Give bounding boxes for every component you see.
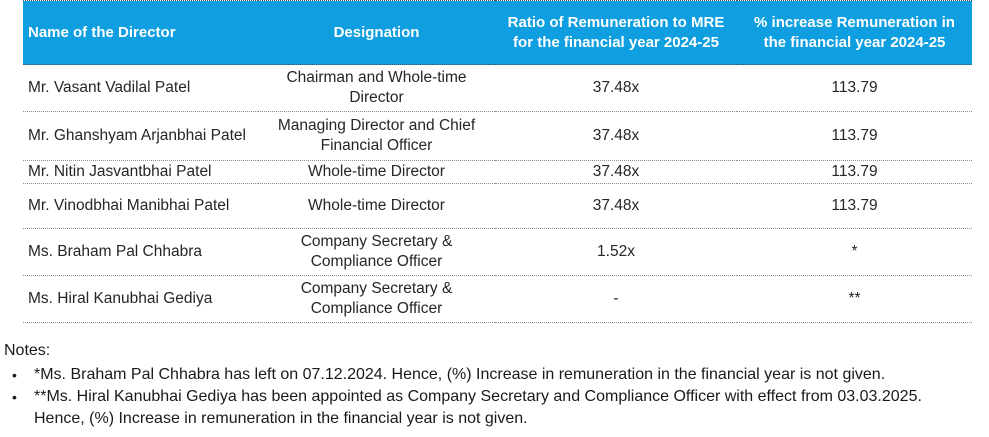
cell-ratio: 37.48x xyxy=(495,111,737,161)
cell-director-name: Mr. Ghanshyam Arjanbhai Patel xyxy=(23,111,258,161)
cell-director-name: Mr. Vinodbhai Manibhai Patel xyxy=(23,183,258,230)
column-header-designation: Designation xyxy=(258,0,495,65)
notes-heading: Notes: xyxy=(4,342,51,360)
cell-designation: Managing Director and Chief Financial Of… xyxy=(258,111,495,161)
cell-increase: ** xyxy=(737,275,972,324)
column-header-name: Name of the Director xyxy=(23,0,258,65)
cell-designation: Chairman and Whole-time Director xyxy=(258,64,495,112)
cell-increase: 113.79 xyxy=(737,183,972,230)
cell-designation: Whole-time Director xyxy=(258,183,495,230)
cell-ratio: 37.48x xyxy=(495,183,737,230)
note-text: *Ms. Braham Pal Chhabra has left on 07.1… xyxy=(34,366,886,384)
table-row: Mr. Nitin Jasvantbhai Patel Whole-time D… xyxy=(23,160,972,185)
cell-designation: Whole-time Director xyxy=(258,160,495,185)
note-text: **Ms. Hiral Kanubhai Gediya has been app… xyxy=(34,388,922,428)
table-row: Mr. Vinodbhai Manibhai Patel Whole-time … xyxy=(23,183,972,230)
notes-section: Notes: • *Ms. Braham Pal Chhabra has lef… xyxy=(4,340,989,430)
column-header-increase: % increase Remuneration in the financial… xyxy=(737,0,972,65)
cell-increase: 113.79 xyxy=(737,111,972,161)
table-header-row: Name of the Director Designation Ratio o… xyxy=(23,0,972,65)
cell-director-name: Ms. Hiral Kanubhai Gediya xyxy=(23,275,258,324)
cell-ratio: - xyxy=(495,275,737,324)
cell-ratio: 1.52x xyxy=(495,228,737,277)
cell-increase: 113.79 xyxy=(737,64,972,112)
cell-increase: 113.79 xyxy=(737,160,972,185)
cell-director-name: Mr. Vasant Vadilal Patel xyxy=(23,64,258,112)
table-row: Mr. Vasant Vadilal Patel Chairman and Wh… xyxy=(23,64,972,112)
table-row: Mr. Ghanshyam Arjanbhai Patel Managing D… xyxy=(23,111,972,161)
cell-ratio: 37.48x xyxy=(495,64,737,112)
table-row: Ms. Braham Pal Chhabra Company Secretary… xyxy=(23,228,972,277)
bullet-icon: • xyxy=(12,367,17,384)
column-header-ratio: Ratio of Remuneration to MRE for the fin… xyxy=(495,0,737,65)
cell-designation: Company Secretary & Compliance Officer xyxy=(258,275,495,324)
cell-increase: * xyxy=(737,228,972,277)
cell-ratio: 37.48x xyxy=(495,160,737,185)
note-item: • **Ms. Hiral Kanubhai Gediya has been a… xyxy=(4,386,979,430)
cell-designation: Company Secretary & Compliance Officer xyxy=(258,228,495,277)
bullet-icon: • xyxy=(12,389,17,406)
remuneration-table: Name of the Director Designation Ratio o… xyxy=(23,0,972,324)
note-item: • *Ms. Braham Pal Chhabra has left on 07… xyxy=(4,364,979,386)
cell-director-name: Ms. Braham Pal Chhabra xyxy=(23,228,258,277)
table-row: Ms. Hiral Kanubhai Gediya Company Secret… xyxy=(23,275,972,324)
cell-director-name: Mr. Nitin Jasvantbhai Patel xyxy=(23,160,258,185)
